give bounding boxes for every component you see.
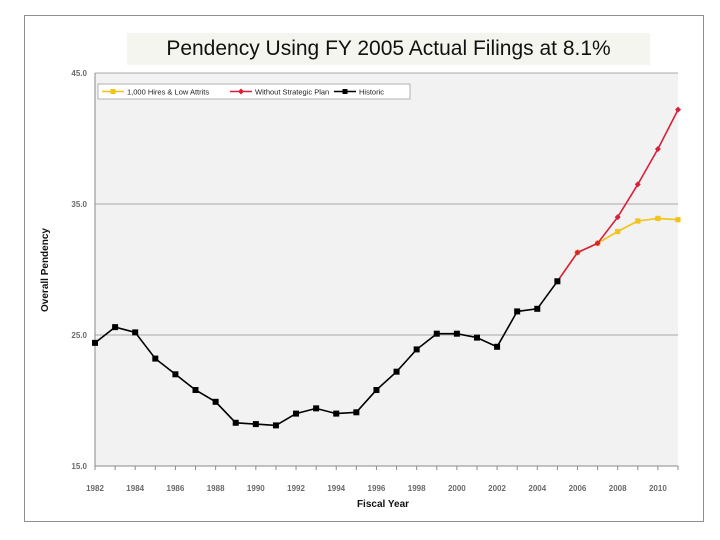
point-historic <box>212 398 219 405</box>
y-tick-label: 45.0 <box>71 69 87 78</box>
point-historic <box>313 405 320 412</box>
point-historic <box>333 410 340 417</box>
point-without-strategic-plan <box>675 106 681 113</box>
y-tick-label: 35.0 <box>71 200 87 209</box>
point-historic <box>272 422 279 429</box>
x-tick-label: 2010 <box>649 484 667 493</box>
legend: 1,000 Hires & Low Attrits Without Strateg… <box>97 83 411 100</box>
point-historic <box>433 330 440 337</box>
plot-area <box>95 73 678 466</box>
x-tick-label: 1982 <box>86 484 104 493</box>
x-tick-label: 1998 <box>408 484 426 493</box>
slide-title: Pendency Using FY 2005 Actual Filings at… <box>127 33 650 65</box>
point-1-000-hires-low-attrits <box>635 218 641 224</box>
point-historic <box>534 305 541 312</box>
point-historic <box>353 409 360 416</box>
x-axis-title: Fiscal Year <box>357 499 409 510</box>
legend-box <box>97 83 411 100</box>
point-historic <box>554 278 561 285</box>
point-historic <box>112 324 119 331</box>
point-historic <box>152 355 159 362</box>
point-historic <box>373 387 380 394</box>
x-tick-label: 2008 <box>609 484 627 493</box>
point-historic <box>252 421 259 428</box>
legend-marker-without-strategic-plan <box>238 88 244 95</box>
point-1-000-hires-low-attrits <box>615 228 621 235</box>
point-without-strategic-plan <box>574 249 581 256</box>
series-line-historic <box>94 280 559 427</box>
x-tick-label: 2000 <box>448 484 466 493</box>
legend-label-1-000-hires-low-attrits: 1,000 Hires & Low Attrits <box>127 87 209 96</box>
point-historic <box>92 339 98 346</box>
x-tick-label: 1994 <box>327 484 345 493</box>
point-historic <box>473 334 480 341</box>
point-historic <box>413 346 420 353</box>
legend-marker-historic <box>342 89 348 94</box>
x-tick-label: 1990 <box>247 484 265 493</box>
x-tick-label: 2006 <box>569 484 587 493</box>
x-tick-label: 1992 <box>287 484 305 493</box>
point-historic <box>494 343 501 350</box>
y-tick-label: 15.0 <box>71 462 87 471</box>
axis-layer: 15.0 25.0 35.0 45.0 1982 1984 1986 1988 1990 1992… <box>71 69 679 493</box>
point-without-strategic-plan <box>654 145 661 152</box>
series-layer <box>92 106 681 429</box>
point-historic <box>514 308 521 315</box>
legend-marker-1-000-hires-low-attrits <box>110 89 116 94</box>
x-tick-label: 2002 <box>488 484 506 493</box>
point-historic <box>232 419 239 426</box>
x-tick-label: 1988 <box>207 484 225 493</box>
point-without-strategic-plan <box>634 181 641 188</box>
x-tick-label: 1996 <box>368 484 386 493</box>
y-tick-label: 25.0 <box>71 331 87 340</box>
point-1-000-hires-low-attrits <box>655 215 661 222</box>
point-1-000-hires-low-attrits <box>675 217 681 223</box>
grid-layer <box>95 72 678 467</box>
legend-label-without-strategic-plan: Without Strategic Plan <box>255 87 329 96</box>
x-tick-label: 1986 <box>167 484 185 493</box>
point-historic <box>192 387 199 394</box>
point-historic <box>393 368 400 375</box>
y-axis-title: Overall Pendency <box>40 228 51 312</box>
x-tick-label: 1984 <box>126 484 144 493</box>
point-without-strategic-plan <box>594 240 601 247</box>
legend-label-historic: Historic <box>359 87 384 96</box>
x-tick-label: 2004 <box>528 484 546 493</box>
point-historic <box>453 330 460 337</box>
point-historic <box>132 329 139 336</box>
point-historic <box>172 371 179 378</box>
point-without-strategic-plan <box>614 214 621 221</box>
point-historic <box>293 410 300 417</box>
